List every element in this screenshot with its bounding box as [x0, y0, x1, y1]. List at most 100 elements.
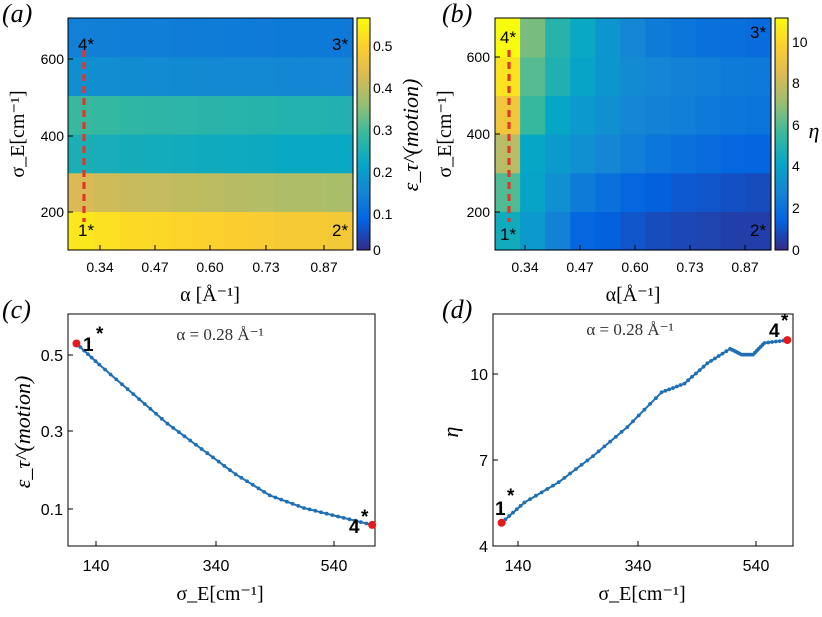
- panel-a-xtick: 0.60: [196, 259, 223, 275]
- panel-d-y-ticks: 4 7 10: [470, 367, 498, 556]
- panel-c-y-ticks: 0.1 0.3 0.5: [41, 348, 73, 519]
- panel-a-colorbar: [357, 18, 370, 250]
- panel-b-cbtick: 6: [792, 117, 800, 133]
- data-point: [336, 514, 340, 519]
- heatmap-cell: [223, 95, 250, 135]
- data-point: [716, 354, 721, 358]
- data-point: [353, 518, 357, 523]
- data-point: [596, 449, 601, 454]
- heatmap-cell: [119, 56, 147, 96]
- panel-b-cbtick: 0: [792, 242, 800, 258]
- heatmap-cell: [197, 56, 225, 96]
- heatmap-cell: [645, 134, 672, 174]
- heatmap-cell: [197, 95, 225, 135]
- heatmap-cell: [545, 18, 571, 58]
- panel-b-heatmap: [495, 18, 772, 251]
- heatmap-cell: [301, 18, 328, 58]
- heatmap-cell: [670, 211, 697, 251]
- panel-d-label: (d): [442, 295, 472, 324]
- heatmap-cell: [119, 211, 147, 251]
- data-point: [659, 390, 664, 395]
- heatmap-cell: [197, 211, 225, 251]
- heatmap-cell: [695, 172, 722, 212]
- data-point: [770, 340, 774, 344]
- data-point: [591, 454, 595, 458]
- data-point: [86, 352, 90, 356]
- panel-b-marker-2: 2*: [750, 221, 766, 240]
- data-point: [539, 490, 544, 495]
- data-point: [514, 507, 519, 512]
- data-point: [250, 482, 255, 487]
- panel-c-end-label: 4: [349, 517, 360, 538]
- heatmap-cell: [720, 134, 747, 174]
- heatmap-cell: [327, 211, 354, 251]
- data-point: [171, 426, 176, 430]
- heatmap-cell: [68, 56, 95, 96]
- heatmap-cell: [249, 134, 276, 174]
- data-point: [777, 339, 782, 343]
- panel-d-ytick: 10: [470, 367, 488, 384]
- heatmap-cell: [171, 211, 199, 251]
- panel-b-cbtick: 8: [792, 75, 800, 91]
- data-point: [511, 510, 515, 515]
- heatmap-cell: [720, 172, 747, 212]
- data-point: [313, 508, 318, 513]
- panel-c-start-label: 1: [83, 335, 94, 356]
- data-point: [137, 397, 142, 401]
- heatmap-cell: [249, 211, 276, 251]
- panel-a-ytick: 600: [41, 51, 65, 67]
- heatmap-cell: [93, 95, 121, 135]
- heatmap-cell: [745, 134, 772, 174]
- data-point: [285, 499, 289, 504]
- heatmap-cell: [197, 172, 225, 212]
- panel-a-cbtick: 0.2: [373, 164, 393, 180]
- panel-c-ytick: 0.3: [41, 424, 63, 441]
- panel-c: (c) 140 340 540 0.1 0.3 0.5 σ_E[cm⁻¹] ε_…: [2, 295, 377, 605]
- data-point: [674, 384, 679, 389]
- heatmap-cell: [645, 211, 672, 251]
- panel-b-ytick: 400: [467, 126, 491, 142]
- panel-a-xtick: 0.73: [252, 259, 279, 275]
- panel-a-cbtick: 0.3: [373, 122, 393, 138]
- panel-d-xlabel: σ_E[cm⁻¹]: [598, 583, 685, 605]
- data-point: [625, 425, 630, 429]
- heatmap-cell: [275, 95, 302, 135]
- data-point: [302, 506, 306, 510]
- heatmap-cell: [223, 172, 250, 212]
- panel-d-plot: [497, 336, 792, 527]
- heatmap-cell: [720, 18, 747, 58]
- panel-a-heatmap: [68, 18, 354, 251]
- panel-d-xtick: 140: [505, 558, 532, 575]
- panel-d-ylabel: η: [438, 427, 463, 438]
- panel-b-colorbar: [775, 18, 788, 250]
- panel-a-cbtick: 0.5: [373, 38, 393, 54]
- panel-b-cbtick: 4: [792, 158, 800, 174]
- panel-b-marker-1: 1*: [500, 225, 516, 244]
- heatmap-cell: [720, 56, 747, 96]
- heatmap-cell: [93, 134, 121, 174]
- data-point: [602, 444, 607, 449]
- panel-b-cbtick: 2: [792, 200, 800, 216]
- panel-b-label: (b): [442, 0, 472, 28]
- panel-b-colorbar-label: η: [809, 118, 820, 143]
- panel-c-frame: [67, 313, 376, 547]
- panel-b-colorbar-frame: [774, 17, 789, 251]
- data-point: [199, 447, 204, 451]
- heatmap-cell: [545, 172, 571, 212]
- heatmap-cell: [670, 56, 697, 96]
- data-point: [682, 381, 687, 386]
- panel-b-ytick: 600: [467, 49, 491, 65]
- panel-a-label: (a): [2, 0, 32, 28]
- panel-d-frame: [492, 313, 794, 547]
- heatmap-cell: [670, 172, 697, 212]
- heatmap-cell: [301, 95, 328, 135]
- data-point: [545, 487, 550, 491]
- data-point: [648, 402, 652, 406]
- heatmap-cell: [670, 18, 697, 58]
- data-point: [762, 341, 767, 345]
- data-point: [307, 507, 312, 512]
- heatmap-cell: [327, 18, 354, 58]
- data-point: [93, 359, 98, 363]
- heatmap-cell: [68, 18, 95, 58]
- data-point: [222, 464, 227, 468]
